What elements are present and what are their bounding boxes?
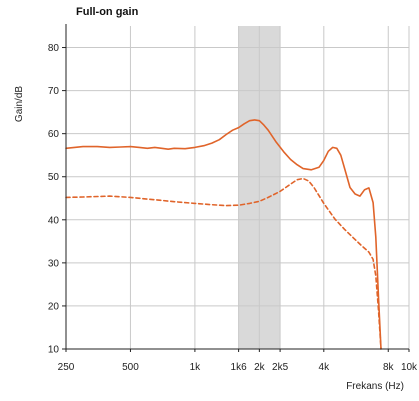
axes: [62, 24, 410, 352]
plot-background: [65, 26, 410, 350]
y-tick-label: 10: [48, 345, 60, 356]
y-tick-label: 50: [48, 172, 60, 183]
x-axis-label: Frekans (Hz): [346, 381, 404, 392]
x-tick-label: 2k: [254, 362, 266, 373]
series-line-dashed: [65, 177, 382, 350]
x-tick-label: 500: [122, 362, 139, 373]
x-tick-label: 1k: [190, 362, 202, 373]
tick-labels: 10 20 30 40 50 60 70 80 250 500 1k 1k6 2k 2k5 4k 8k 10k: [48, 43, 418, 373]
x-tick-label: 1k6: [231, 362, 248, 373]
y-axis-label: Gain/dB: [14, 86, 25, 122]
y-tick-label: 70: [48, 86, 60, 97]
x-tick-label: 250: [58, 362, 75, 373]
series-line-solid: [65, 119, 382, 350]
chart-title: Full-on gain: [76, 6, 139, 18]
y-tick-label: 80: [48, 43, 60, 54]
series-layer: [65, 119, 382, 350]
y-tick-label: 30: [48, 258, 60, 269]
x-tick-label: 10k: [401, 362, 418, 373]
x-tick-label: 2k5: [272, 362, 289, 373]
y-tick-label: 60: [48, 129, 60, 140]
x-tick-label: 8k: [383, 362, 395, 373]
y-tick-label: 40: [48, 215, 60, 226]
x-tick-label: 4k: [319, 362, 331, 373]
y-tick-label: 20: [48, 301, 60, 312]
grid-lines: [65, 26, 410, 350]
